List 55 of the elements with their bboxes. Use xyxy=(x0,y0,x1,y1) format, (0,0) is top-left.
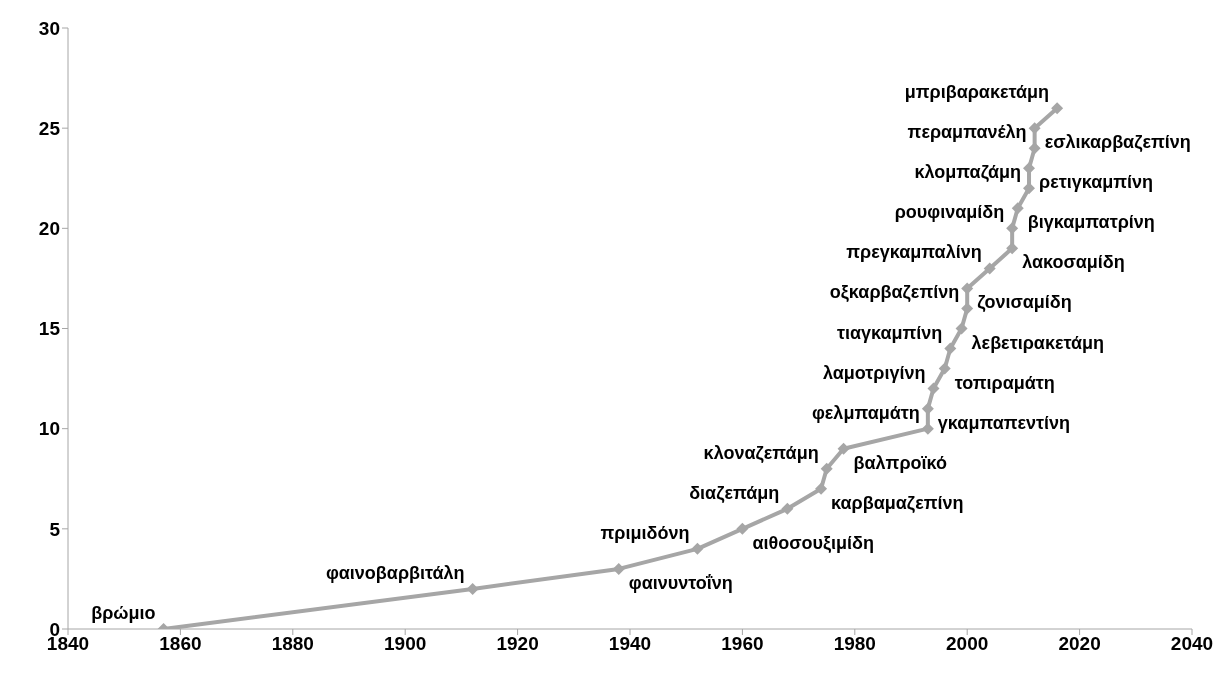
point xyxy=(983,262,996,275)
annotation: εσλικαρβαζεπίνη xyxy=(1044,132,1191,154)
annotation: πρεγκαμπαλίνη xyxy=(846,242,982,263)
point xyxy=(736,522,749,535)
annotation: καρβαμαζεπίνη xyxy=(831,492,964,514)
point xyxy=(691,542,704,555)
x-tick-label: 1860 xyxy=(159,633,202,655)
point xyxy=(1011,202,1024,215)
annotation: κλομπαζάμη xyxy=(914,162,1022,184)
point xyxy=(781,502,794,515)
y-tick-label: 25 xyxy=(38,117,61,139)
point xyxy=(837,442,850,455)
annotation: κλοναζεπάμη xyxy=(703,442,819,464)
x-tick-label: 2000 xyxy=(946,633,989,655)
annotation: βιγκαμπατρίνη xyxy=(1027,212,1155,233)
annotation: διαζεπάμη xyxy=(689,482,780,504)
x-tick-label: 1960 xyxy=(721,633,764,655)
y-tick-label: 30 xyxy=(38,17,60,39)
annotation: ρετιγκαμπίνη xyxy=(1039,172,1154,193)
annotation: ζονισαμίδη xyxy=(977,292,1072,314)
point xyxy=(938,362,951,375)
x-tick-label: 1940 xyxy=(608,633,652,655)
annotation: περαμπανέλη xyxy=(907,122,1027,143)
x-tick-label: 2040 xyxy=(1170,633,1214,655)
annotation: φελμπαμάτη xyxy=(811,402,920,423)
x-tick-label: 2020 xyxy=(1058,633,1101,655)
point xyxy=(815,482,828,495)
x-tick-label: 1980 xyxy=(833,633,876,655)
y-tick-label: 15 xyxy=(38,318,61,340)
point xyxy=(944,342,957,355)
annotation: φαινοβαρβιτάλη xyxy=(325,562,465,583)
annotation: βρώμιο xyxy=(91,603,156,623)
point xyxy=(1051,102,1064,115)
annotation: λαμοτριγίνη xyxy=(822,362,926,383)
y-tick-label: 20 xyxy=(38,218,60,240)
annotation: λεβετιρακετάμη xyxy=(971,332,1105,353)
point xyxy=(820,462,833,475)
x-tick-label: 1900 xyxy=(384,633,427,655)
annotation: λακοσαμίδη xyxy=(1022,252,1125,273)
annotation: τοπιραμάτη xyxy=(954,372,1055,393)
annotation: πριμιδόνη xyxy=(600,522,690,543)
annotation: ρουφιναμίδη xyxy=(894,202,1005,223)
point xyxy=(955,322,968,335)
y-tick-label: 10 xyxy=(38,418,60,440)
annotation: οξκαρβαζεπίνη xyxy=(829,282,960,304)
annotation: τιαγκαμπίνη xyxy=(836,322,943,343)
point xyxy=(927,382,940,395)
y-tick-label: 5 xyxy=(49,518,61,540)
annotation: αιθοσουξιμίδη xyxy=(752,532,874,554)
x-tick-label: 1880 xyxy=(271,633,314,655)
annotation: βαλπροϊκό xyxy=(853,452,947,473)
annotation: μπριβαρακετάμη xyxy=(904,82,1050,103)
annotation: γκαμπαπεντίνη xyxy=(937,412,1071,433)
annotation: φαινυντοΐνη xyxy=(628,572,733,593)
x-tick-label: 1920 xyxy=(496,633,539,655)
